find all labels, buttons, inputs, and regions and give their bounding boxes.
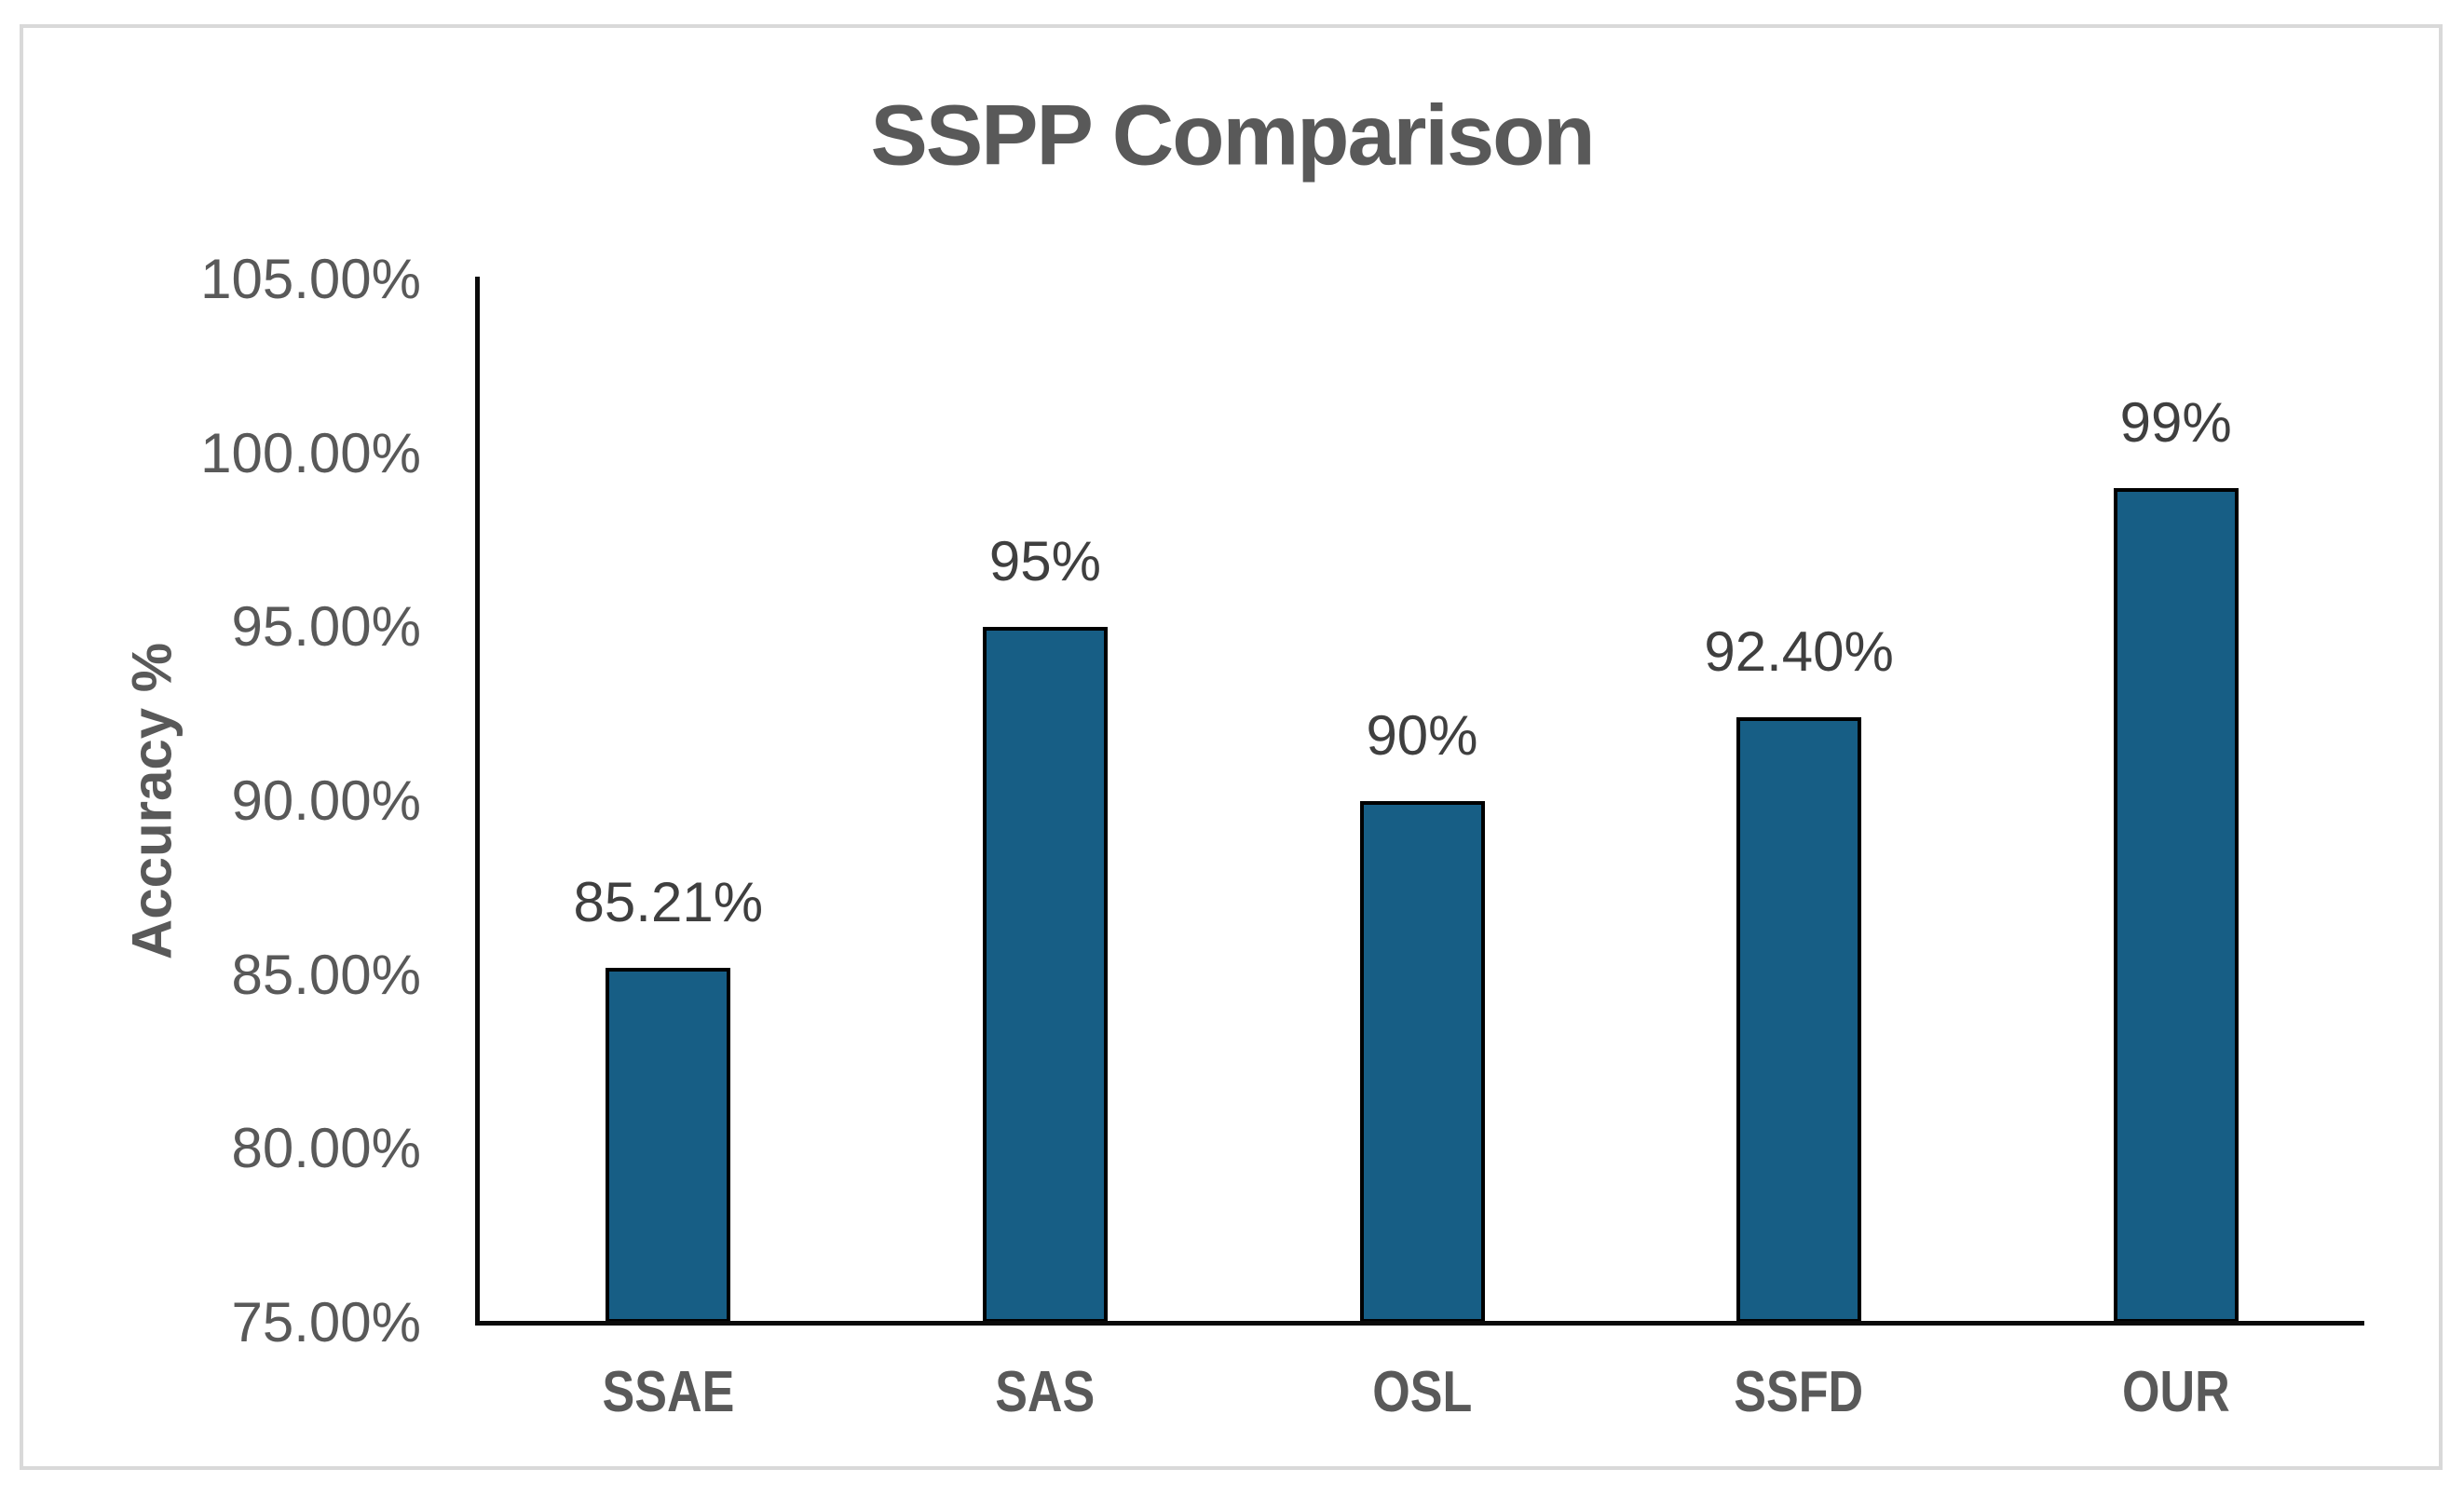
bar-value-label: 92.40%: [1704, 620, 1894, 684]
y-axis-tick-label: 100.00%: [200, 421, 421, 484]
bar-ssae: [606, 967, 731, 1323]
bar-value-label: 90%: [1366, 704, 1478, 767]
x-axis-category-label: SAS: [857, 1355, 1234, 1430]
x-axis-category-text: SSAE: [602, 1360, 735, 1424]
x-axis-category-label: OUR: [1987, 1355, 2364, 1430]
x-axis-line: [475, 1321, 2364, 1326]
x-axis-category-text: SSFD: [1734, 1360, 1864, 1424]
x-axis-category-label: SSFD: [1611, 1355, 1988, 1430]
y-axis-tick-label: 95.00%: [231, 595, 422, 659]
chart-title: SSPP Comparison: [870, 88, 1595, 184]
x-axis-category-text: OSL: [1371, 1360, 1473, 1424]
y-axis-tick-label: 105.00%: [200, 248, 421, 310]
x-axis-category-label: SSAE: [480, 1355, 857, 1430]
bar-osl: [1359, 801, 1485, 1323]
y-axis-tick-label: 90.00%: [231, 769, 422, 832]
x-axis-category-text: OUR: [2121, 1360, 2230, 1424]
bar-our: [2113, 488, 2239, 1323]
bar-value-label: 95%: [988, 530, 1101, 593]
bar-value-label: 85.21%: [573, 870, 764, 933]
x-axis-category-text: SAS: [995, 1360, 1096, 1424]
y-axis-tick-label: 85.00%: [231, 943, 422, 1006]
y-axis-tick-label: 75.00%: [231, 1291, 422, 1353]
chart-frame: [20, 24, 2443, 1470]
x-axis-category-label: OSL: [1233, 1355, 1611, 1430]
bar-sas: [982, 627, 1108, 1323]
bar-value-label: 99%: [2119, 391, 2232, 454]
y-axis-tick-label: 80.00%: [231, 1117, 422, 1180]
y-axis-line: [475, 277, 480, 1326]
bar-ssfd: [1736, 717, 1862, 1323]
